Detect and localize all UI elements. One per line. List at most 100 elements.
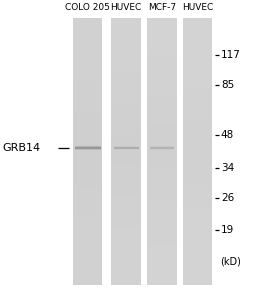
Bar [111, 196, 141, 200]
Bar [150, 150, 174, 151]
Text: MCF-7: MCF-7 [148, 3, 176, 12]
Bar [150, 149, 174, 150]
Bar [147, 18, 177, 22]
Text: HUVEC: HUVEC [182, 3, 214, 12]
Bar [75, 145, 101, 146]
Bar [111, 85, 141, 89]
Bar [147, 236, 177, 241]
Bar [147, 58, 177, 62]
Bar [111, 18, 141, 22]
Bar [73, 244, 102, 249]
Bar [183, 85, 212, 89]
Bar [111, 142, 141, 147]
Bar [183, 18, 212, 285]
Bar [183, 62, 212, 67]
Bar [183, 107, 212, 112]
Bar [183, 249, 212, 254]
Bar [111, 31, 141, 36]
Bar [147, 173, 177, 178]
Bar [73, 49, 102, 54]
Bar [147, 214, 177, 218]
Bar [111, 111, 141, 116]
Bar [147, 85, 177, 89]
Bar [111, 129, 141, 134]
Bar [183, 129, 212, 134]
Bar [111, 134, 141, 138]
Bar [150, 146, 174, 147]
Bar [73, 76, 102, 80]
Bar [111, 173, 141, 178]
Bar [111, 249, 141, 254]
Bar [150, 146, 174, 147]
Bar [147, 107, 177, 112]
Bar [73, 142, 102, 147]
Bar [183, 76, 212, 80]
Bar [111, 244, 141, 249]
Bar [111, 138, 141, 142]
Bar [147, 267, 177, 272]
Bar [73, 227, 102, 232]
Bar [111, 71, 141, 76]
Bar [147, 218, 177, 223]
Bar [183, 218, 212, 223]
Bar [183, 187, 212, 191]
Bar [183, 120, 212, 125]
Bar [73, 35, 102, 40]
Bar [75, 147, 101, 148]
Bar [147, 200, 177, 205]
Bar [111, 200, 141, 205]
Bar [183, 227, 212, 232]
Bar [147, 62, 177, 67]
Bar [183, 196, 212, 200]
Bar [111, 214, 141, 218]
Bar [111, 276, 141, 280]
Bar [147, 156, 177, 161]
Bar [147, 120, 177, 125]
Bar [111, 147, 141, 152]
Bar [111, 124, 141, 129]
Bar [73, 258, 102, 263]
Bar [147, 187, 177, 191]
Bar [183, 182, 212, 187]
Bar [111, 40, 141, 45]
Text: COLO 205: COLO 205 [65, 3, 110, 12]
Bar [111, 89, 141, 94]
Bar [147, 249, 177, 254]
Text: 48: 48 [221, 130, 234, 140]
Bar [73, 116, 102, 120]
Bar [114, 145, 138, 146]
Bar [183, 44, 212, 49]
Bar [111, 236, 141, 241]
Bar [111, 262, 141, 267]
Bar [183, 164, 212, 169]
Bar [147, 160, 177, 165]
Bar [111, 22, 141, 27]
Text: 85: 85 [221, 80, 234, 90]
Bar [111, 187, 141, 191]
Bar [73, 276, 102, 280]
Bar [183, 80, 212, 85]
Bar [73, 129, 102, 134]
Bar [73, 98, 102, 103]
Bar [147, 178, 177, 183]
Bar [73, 182, 102, 187]
Bar [111, 254, 141, 258]
Bar [111, 156, 141, 161]
Bar [183, 124, 212, 129]
Bar [147, 169, 177, 174]
Bar [150, 148, 174, 149]
Bar [183, 169, 212, 174]
Bar [75, 148, 101, 149]
Bar [147, 151, 177, 156]
Bar [73, 71, 102, 76]
Bar [147, 254, 177, 258]
Bar [183, 147, 212, 152]
Bar [111, 160, 141, 165]
Bar [73, 249, 102, 254]
Bar [73, 120, 102, 125]
Bar [183, 214, 212, 218]
Bar [183, 258, 212, 263]
Bar [147, 102, 177, 107]
Bar [150, 149, 174, 150]
Bar [183, 93, 212, 98]
